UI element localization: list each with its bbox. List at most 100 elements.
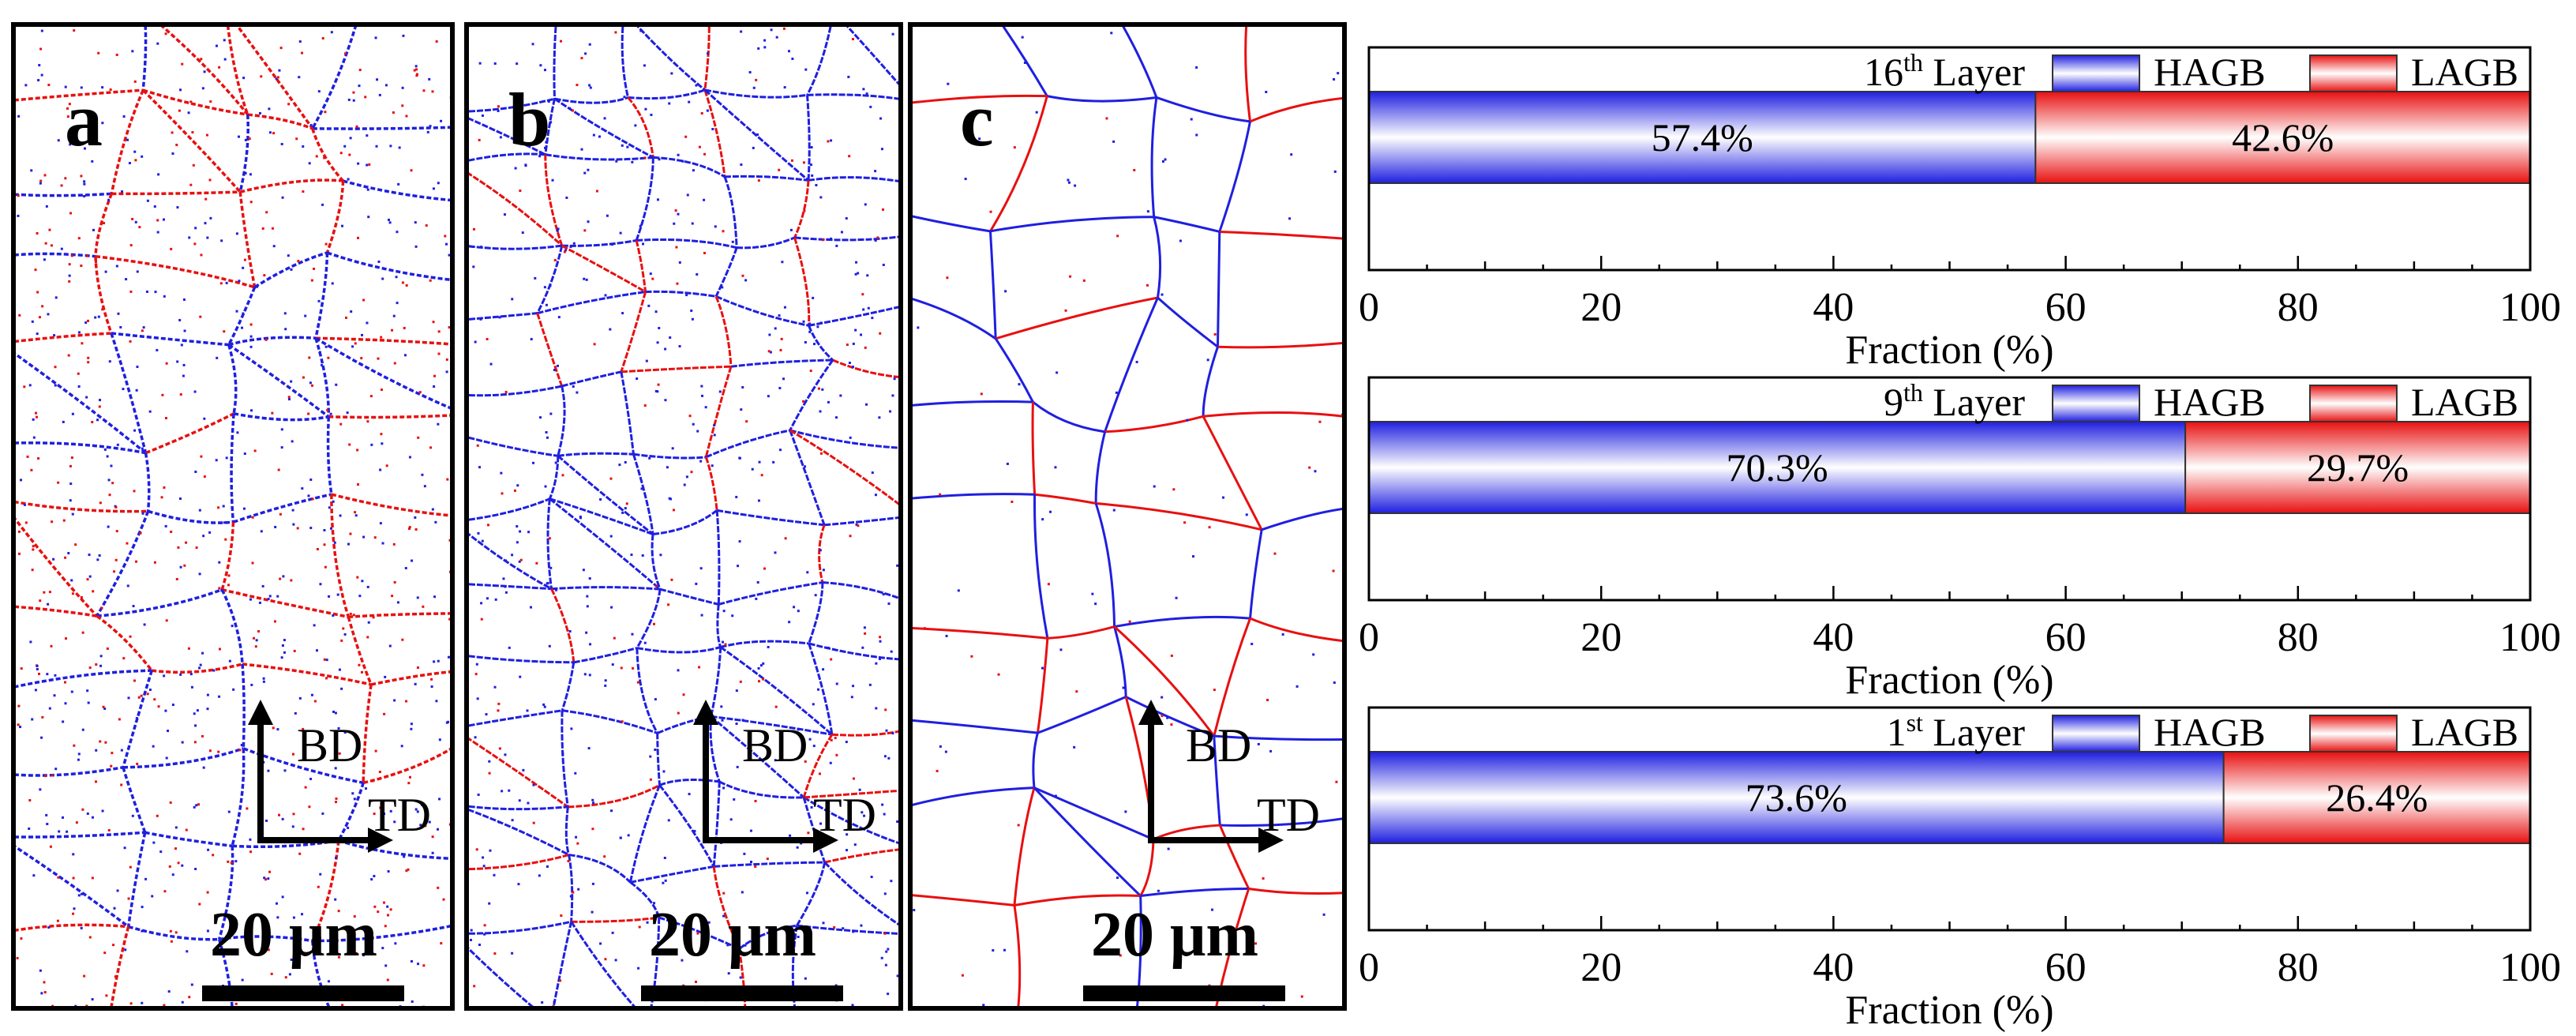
boundary-point: [74, 543, 77, 546]
boundary-point: [70, 254, 73, 257]
boundary-point: [362, 535, 366, 539]
boundary-point: [677, 669, 680, 672]
boundary-point: [392, 542, 396, 546]
boundary-point: [1308, 466, 1311, 469]
boundary-point: [1273, 552, 1277, 555]
boundary-point: [204, 197, 208, 201]
boundary-point: [417, 436, 420, 439]
boundary-point: [108, 494, 111, 497]
x-tick-label: 40: [1813, 615, 1854, 660]
hagb-boundary: [469, 117, 546, 156]
boundary-point: [1082, 279, 1086, 282]
boundary-point: [650, 113, 653, 116]
boundary-point: [351, 345, 354, 348]
boundary-point: [175, 144, 178, 147]
boundary-point: [432, 187, 435, 190]
boundary-point: [279, 47, 283, 50]
boundary-point: [273, 620, 276, 623]
boundary-point: [547, 100, 550, 103]
hagb-boundary: [564, 806, 570, 855]
hagb-boundary: [808, 642, 898, 661]
boundary-point: [431, 508, 434, 511]
boundary-point: [48, 228, 51, 231]
boundary-point: [346, 411, 349, 415]
boundary-point: [30, 468, 33, 471]
boundary-point: [104, 741, 107, 744]
lagb-boundary: [96, 614, 153, 672]
boundary-point: [98, 405, 101, 408]
boundary-point: [77, 237, 81, 240]
boundary-point: [819, 321, 823, 325]
boundary-point: [334, 711, 337, 715]
boundary-point: [366, 321, 369, 325]
boundary-point: [880, 148, 883, 151]
hagb-boundary: [635, 157, 654, 241]
boundary-point: [663, 856, 666, 859]
boundary-point: [271, 411, 274, 415]
boundary-point: [405, 869, 408, 873]
boundary-point: [95, 749, 98, 752]
boundary-point: [403, 354, 407, 357]
hagb-boundary: [570, 921, 636, 1006]
boundary-point: [511, 819, 514, 822]
boundary-point: [112, 944, 115, 947]
boundary-point: [481, 114, 484, 117]
boundary-point: [388, 221, 392, 224]
boundary-point: [553, 259, 557, 262]
boundary-point: [1265, 90, 1268, 93]
boundary-point: [71, 592, 74, 595]
boundary-point: [609, 535, 613, 538]
boundary-point: [1112, 509, 1116, 512]
hagb-boundary: [16, 192, 112, 197]
boundary-point: [882, 208, 885, 211]
boundary-point: [1332, 569, 1335, 572]
boundary-point: [37, 457, 40, 460]
legend-label-hagb: HAGB: [2154, 50, 2266, 94]
boundary-point: [429, 125, 432, 128]
boundary-point: [242, 312, 245, 315]
boundary-point: [802, 320, 805, 323]
boundary-point: [45, 813, 48, 816]
boundary-point: [478, 466, 482, 469]
boundary-point: [54, 366, 57, 369]
hagb-boundary: [326, 251, 450, 281]
boundary-point: [353, 915, 356, 918]
boundary-point: [756, 581, 759, 584]
boundary-point: [640, 487, 643, 490]
hagb-boundary: [1150, 97, 1158, 217]
boundary-point: [755, 597, 758, 600]
boundary-point: [381, 947, 384, 950]
hagb-boundary: [1249, 529, 1263, 619]
boundary-point: [143, 623, 146, 626]
boundary-point: [39, 969, 42, 972]
boundary-point: [347, 98, 351, 101]
lagb-boundary: [571, 916, 659, 923]
boundary-point: [654, 310, 658, 313]
legend-swatch-hagb: [2052, 54, 2140, 92]
lagb-boundary: [995, 296, 1158, 340]
boundary-point: [433, 385, 436, 388]
boundary-point: [91, 998, 94, 1001]
boundary-point: [498, 316, 501, 319]
boundary-point: [664, 879, 667, 882]
boundary-point: [50, 644, 53, 648]
boundary-point: [826, 238, 829, 241]
boundary-point: [560, 914, 563, 918]
lagb-boundary: [16, 517, 98, 617]
boundary-point: [698, 145, 701, 148]
boundary-point: [276, 76, 279, 79]
boundary-point: [419, 824, 422, 827]
boundary-point: [585, 631, 588, 634]
hagb-boundary: [1033, 786, 1154, 841]
boundary-point: [255, 639, 258, 642]
lagb-boundary: [1249, 97, 1342, 123]
boundary-point: [1210, 908, 1213, 911]
boundary-point: [678, 345, 681, 348]
boundary-point: [279, 577, 282, 580]
x-tick-label: 20: [1580, 615, 1622, 660]
boundary-point: [852, 777, 855, 780]
boundary-point: [418, 391, 422, 394]
boundary-point: [657, 383, 660, 386]
boundary-point: [654, 389, 658, 392]
boundary-point: [849, 436, 852, 439]
